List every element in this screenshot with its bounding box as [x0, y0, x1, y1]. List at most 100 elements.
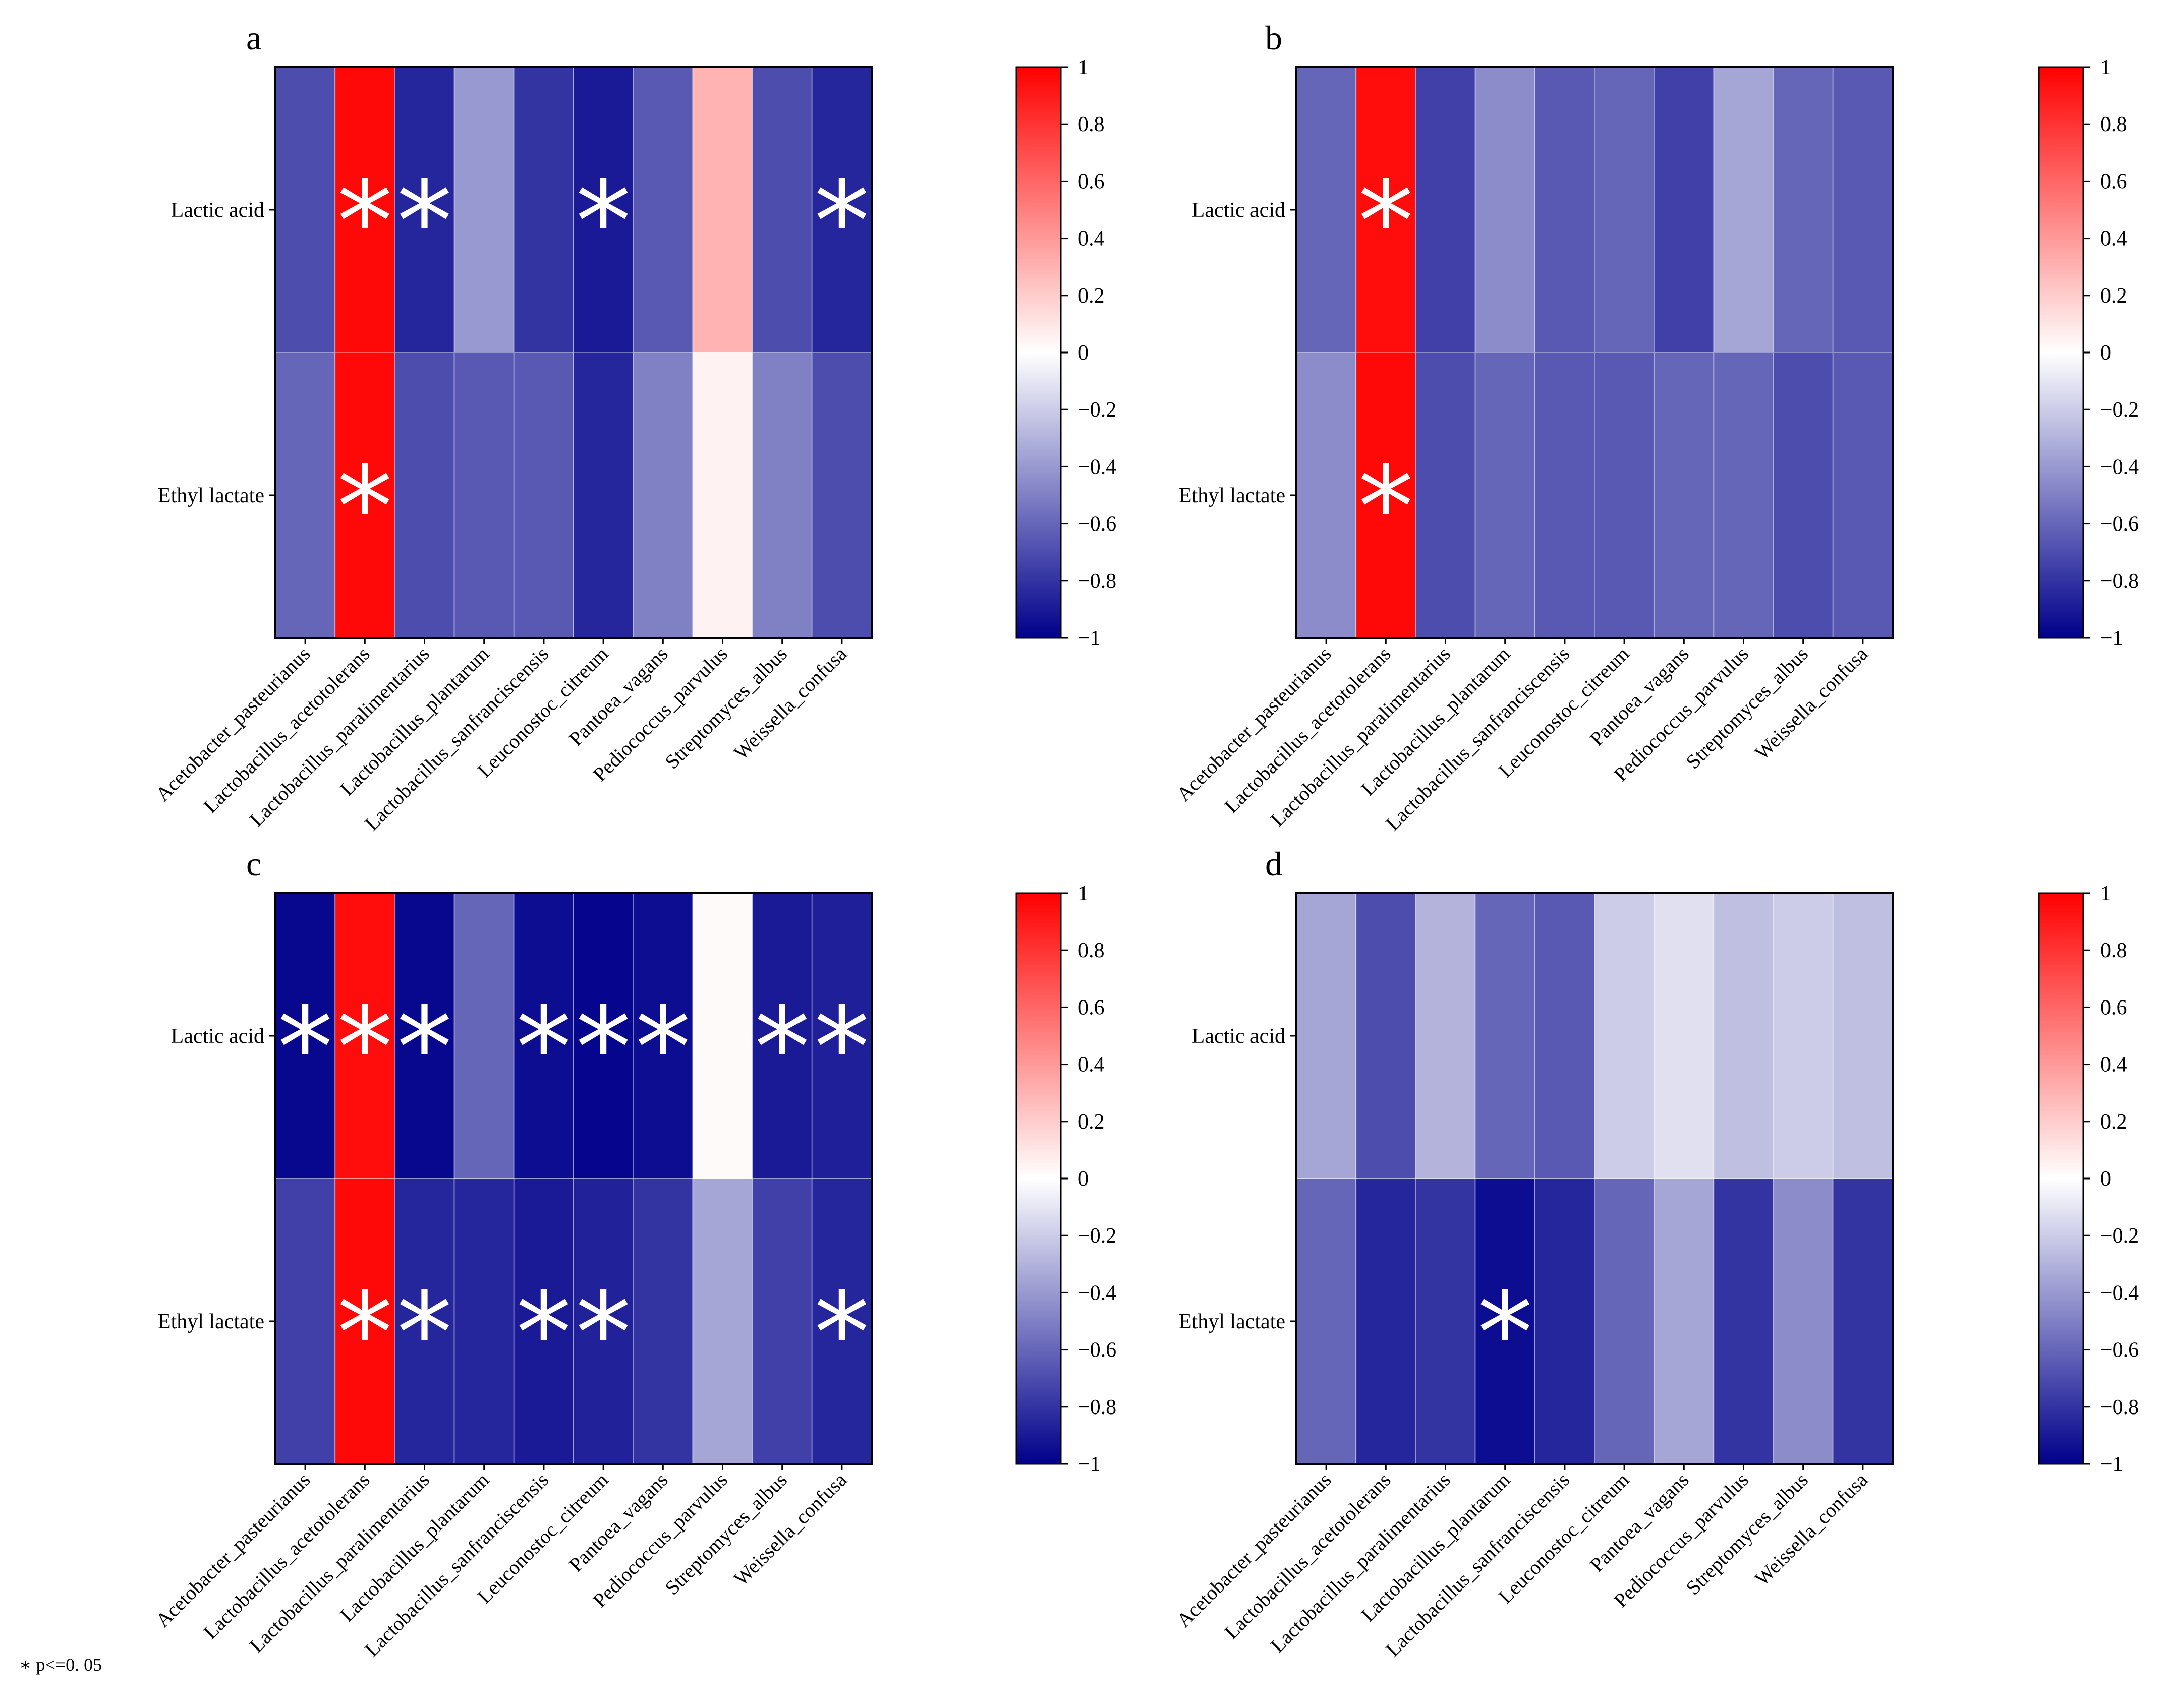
significance-marker: *: [337, 157, 392, 286]
heatmap-cell: [394, 893, 455, 1179]
colorbar-tick-label: −0.4: [2100, 1281, 2139, 1305]
colorbar-tick-label: 0.6: [2100, 996, 2127, 1019]
heatmap-cell: [275, 1178, 336, 1464]
heatmap-cell: [1474, 352, 1535, 638]
panel-letter: b: [1265, 19, 1282, 57]
significance-marker: *: [337, 983, 392, 1112]
heatmap-cell: [633, 352, 694, 638]
colorbar-tick-label: −0.8: [1078, 1396, 1116, 1419]
heatmap-cell: [692, 352, 753, 638]
heatmap-cell: [1713, 1178, 1774, 1464]
heatmap-cell: [633, 67, 694, 353]
heatmap-cell: [1534, 352, 1596, 638]
heatmap-cell: [1832, 1178, 1894, 1464]
colorbar-tick-label: 0.2: [2100, 284, 2127, 308]
colorbar: [1015, 892, 1062, 1465]
colorbar-tick-label: 0.8: [1078, 939, 1105, 962]
colorbar-tick-label: −0.8: [1078, 570, 1116, 593]
heatmap-cell: [1415, 1178, 1476, 1464]
significance-marker: *: [576, 1269, 631, 1398]
significance-marker: *: [397, 1269, 452, 1398]
significance-marker: *: [1477, 1269, 1533, 1398]
significance-marker: *: [337, 1269, 392, 1398]
significance-marker: *: [814, 157, 870, 286]
colorbar: [1015, 66, 1062, 639]
heatmap-cell: [633, 1178, 694, 1464]
significance-footnote: ∗ p<=0. 05: [19, 1655, 102, 1675]
significance-marker: *: [397, 983, 452, 1112]
colorbar-tick-label: 0.4: [2100, 227, 2127, 251]
heatmap-cell: [1832, 352, 1894, 638]
heatmap-cell: [1474, 1178, 1535, 1464]
colorbar-tick-label: −1: [2100, 1453, 2123, 1476]
heatmap-cell: [811, 352, 873, 638]
colorbar-tick-label: 0.4: [2100, 1053, 2127, 1077]
heatmap-cell: [1713, 893, 1774, 1179]
row-label: Lactic acid: [1192, 199, 1285, 222]
heatmap-cell: [453, 1178, 515, 1464]
heatmap-cell: [692, 893, 753, 1179]
plot-frame: [274, 66, 873, 639]
heatmap-cell: [513, 893, 574, 1179]
heatmap-cell: [573, 1178, 634, 1464]
colorbar-tick-label: −0.6: [2100, 513, 2139, 536]
heatmap-cell: [453, 67, 515, 353]
colorbar-tick-label: 0: [2100, 341, 2111, 365]
significance-marker: *: [755, 983, 810, 1112]
colorbar-tick-label: −0.2: [1078, 398, 1116, 422]
heatmap-cell: [1654, 67, 1715, 353]
colorbar-tick-label: −1: [2100, 627, 2123, 650]
heatmap-cell: [1654, 1178, 1715, 1464]
heatmap-cell: [513, 352, 574, 638]
colorbar-tick-label: 0.8: [2100, 113, 2127, 136]
heatmap-cell: [1594, 1178, 1655, 1464]
colorbar-tick-label: 0: [1078, 341, 1089, 365]
heatmap-cell: [1296, 1178, 1357, 1464]
heatmap-cell: [1773, 1178, 1834, 1464]
heatmap-cell: [394, 352, 455, 638]
heatmap-cell: [1713, 67, 1774, 353]
heatmap-cell: [1355, 893, 1416, 1179]
colorbar-tick-label: −0.2: [1078, 1224, 1116, 1248]
heatmap-cell: [1534, 893, 1596, 1179]
heatmap-cell: [1474, 893, 1535, 1179]
colorbar-tick-label: −0.2: [2100, 398, 2139, 422]
significance-marker: *: [576, 983, 631, 1112]
heatmap-cell: [275, 893, 336, 1179]
colorbar-tick-label: 0.2: [2100, 1110, 2127, 1134]
significance-marker: *: [1358, 157, 1413, 286]
colorbar-tick-label: −1: [1078, 1453, 1101, 1476]
colorbar-tick-label: −0.4: [2100, 455, 2139, 479]
heatmap-cell: [1474, 67, 1535, 353]
heatmap-cell: [1832, 893, 1894, 1179]
column-label: Weissella_confusa: [1750, 642, 1872, 764]
colorbar-tick-label: 1: [1078, 56, 1089, 79]
colorbar-tick-label: −0.6: [1078, 513, 1116, 536]
significance-marker: *: [814, 983, 870, 1112]
plot-frame: [274, 892, 873, 1465]
heatmap-cell: [811, 1178, 873, 1464]
heatmap-cell: [1773, 67, 1834, 353]
heatmap-cell: [1415, 893, 1476, 1179]
colorbar: [2038, 66, 2084, 639]
row-label: Ethyl lactate: [1179, 484, 1285, 507]
heatmap-cell: [1773, 893, 1834, 1179]
significance-marker: *: [277, 983, 333, 1112]
significance-marker: *: [576, 157, 631, 286]
colorbar-tick-label: 0.2: [1078, 1110, 1105, 1134]
colorbar-tick-label: −0.6: [2100, 1339, 2139, 1362]
significance-marker: *: [397, 157, 452, 286]
column-label: Weissella_confusa: [1750, 1468, 1872, 1590]
colorbar-tick-label: 1: [2100, 882, 2111, 905]
colorbar-tick-label: 0.2: [1078, 284, 1105, 308]
heatmap-cell: [1594, 67, 1655, 353]
heatmap-cell: [1296, 67, 1357, 353]
colorbar-tick-label: 0.6: [1078, 170, 1105, 193]
colorbar: [2038, 892, 2084, 1465]
heatmap-cell: [1594, 893, 1655, 1179]
colorbar-tick-label: 1: [1078, 882, 1089, 905]
significance-marker: *: [516, 983, 572, 1112]
heatmap-cell: [1355, 1178, 1416, 1464]
